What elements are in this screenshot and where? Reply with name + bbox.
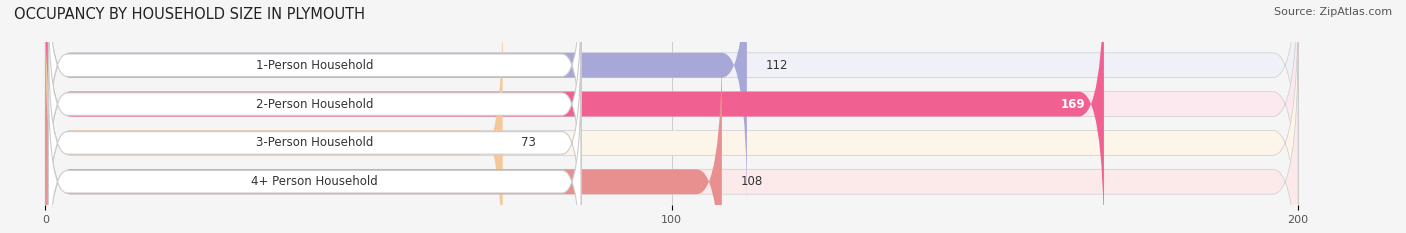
Text: Source: ZipAtlas.com: Source: ZipAtlas.com bbox=[1274, 7, 1392, 17]
Text: 73: 73 bbox=[522, 136, 536, 149]
Text: 4+ Person Household: 4+ Person Household bbox=[252, 175, 378, 188]
Text: 3-Person Household: 3-Person Household bbox=[256, 136, 374, 149]
FancyBboxPatch shape bbox=[48, 76, 581, 233]
FancyBboxPatch shape bbox=[48, 0, 581, 171]
FancyBboxPatch shape bbox=[45, 0, 1298, 233]
FancyBboxPatch shape bbox=[45, 39, 721, 233]
FancyBboxPatch shape bbox=[45, 0, 1298, 208]
FancyBboxPatch shape bbox=[48, 38, 581, 233]
FancyBboxPatch shape bbox=[45, 39, 1298, 233]
Text: 169: 169 bbox=[1060, 98, 1085, 111]
Text: 112: 112 bbox=[766, 59, 789, 72]
Text: 1-Person Household: 1-Person Household bbox=[256, 59, 374, 72]
FancyBboxPatch shape bbox=[48, 0, 581, 209]
FancyBboxPatch shape bbox=[45, 0, 747, 208]
FancyBboxPatch shape bbox=[45, 0, 1104, 233]
FancyBboxPatch shape bbox=[45, 0, 502, 233]
Text: 2-Person Household: 2-Person Household bbox=[256, 98, 374, 111]
Text: OCCUPANCY BY HOUSEHOLD SIZE IN PLYMOUTH: OCCUPANCY BY HOUSEHOLD SIZE IN PLYMOUTH bbox=[14, 7, 366, 22]
Text: 108: 108 bbox=[741, 175, 763, 188]
FancyBboxPatch shape bbox=[45, 0, 1298, 233]
